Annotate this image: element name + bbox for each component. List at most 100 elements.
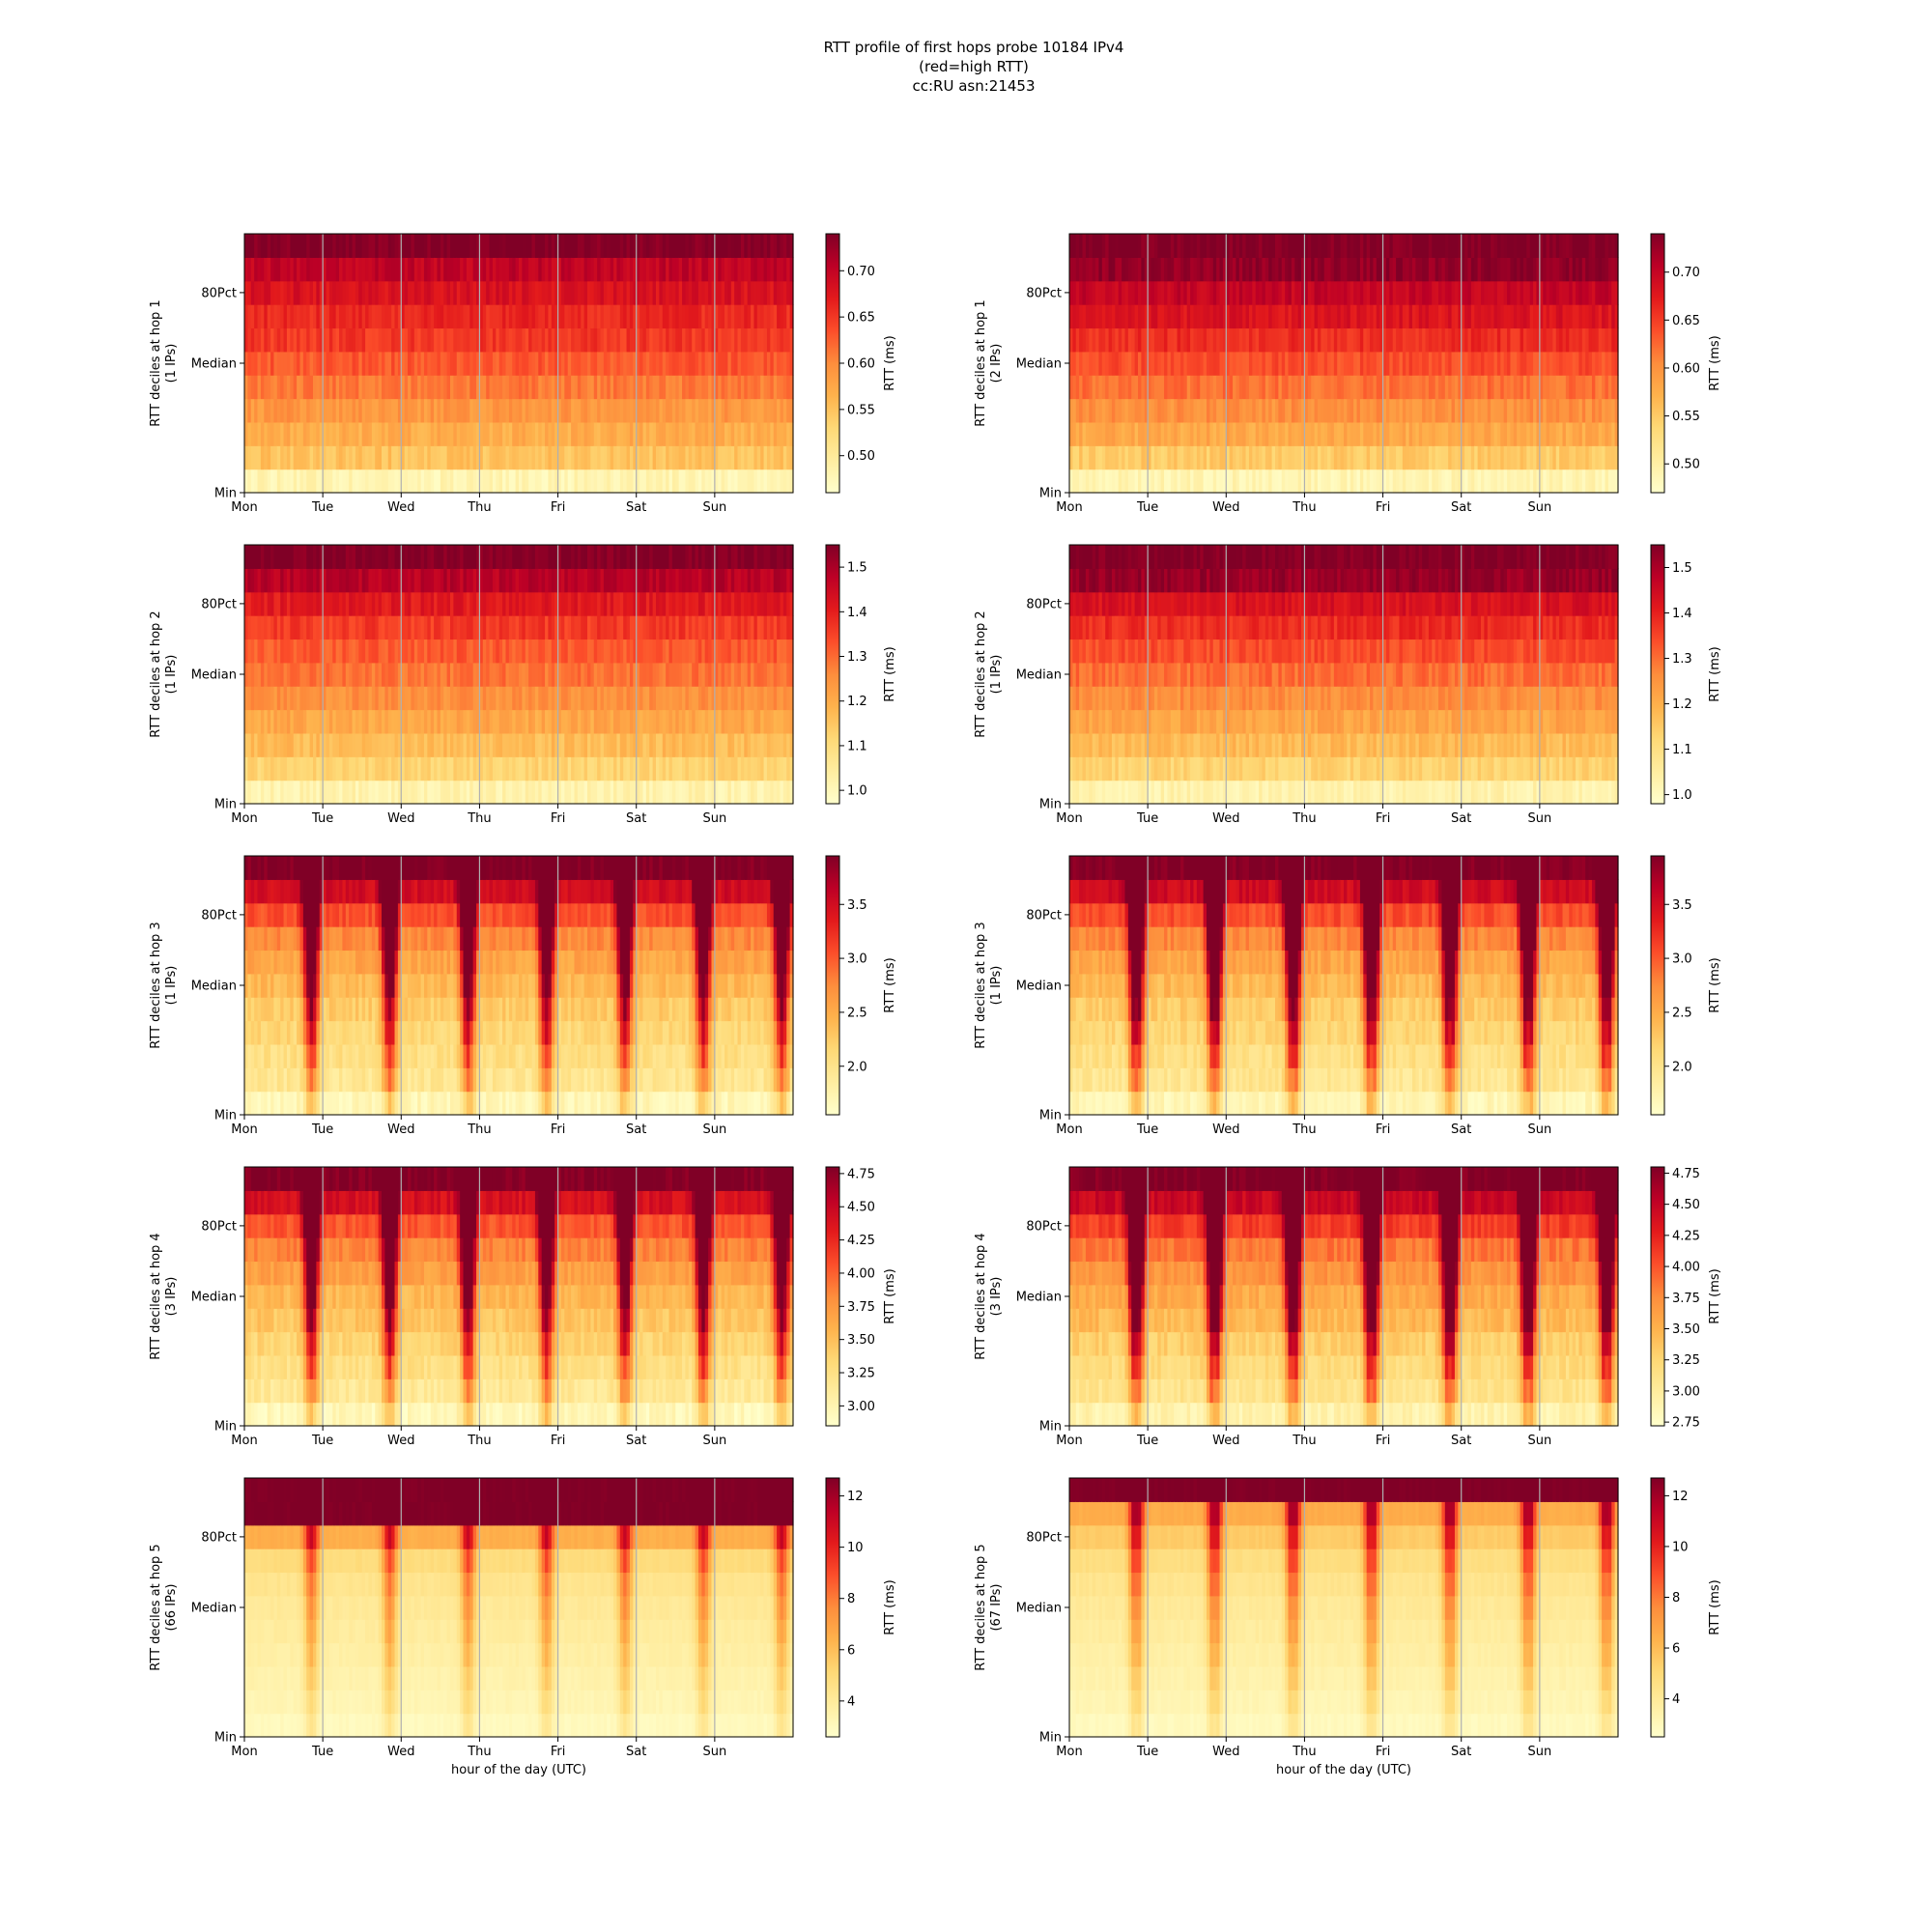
heatmap-cell bbox=[688, 398, 693, 423]
heatmap-cell bbox=[460, 351, 465, 376]
heatmap-cell bbox=[551, 327, 555, 353]
heatmap-cell bbox=[345, 398, 350, 423]
heatmap-cell bbox=[505, 327, 510, 353]
heatmap-cell bbox=[1089, 327, 1094, 353]
heatmap-cell bbox=[649, 327, 654, 353]
heatmap-cell bbox=[1151, 280, 1155, 305]
heatmap-cell bbox=[323, 257, 327, 282]
heatmap-cell bbox=[1122, 445, 1126, 470]
heatmap-cell bbox=[1157, 234, 1162, 258]
heatmap-cell bbox=[349, 421, 354, 446]
heatmap-cell bbox=[1271, 445, 1276, 470]
heatmap-cell bbox=[610, 280, 614, 305]
heatmap-cell bbox=[747, 445, 752, 470]
heatmap-cell bbox=[479, 469, 484, 494]
heatmap-cell bbox=[1392, 234, 1397, 258]
heatmap-cell bbox=[1363, 351, 1368, 376]
heatmap-cell bbox=[306, 469, 311, 494]
heatmap-cell bbox=[492, 280, 497, 305]
heatmap-cell bbox=[378, 257, 383, 282]
heatmap-cell bbox=[411, 445, 415, 470]
heatmap-cell bbox=[721, 445, 725, 470]
heatmap-cell bbox=[1278, 257, 1283, 282]
heatmap-cell bbox=[1122, 234, 1126, 258]
heatmap-cell bbox=[297, 375, 301, 400]
heatmap-cell bbox=[1079, 327, 1084, 353]
heatmap-cell bbox=[1327, 280, 1332, 305]
heatmap-cell bbox=[427, 304, 432, 329]
heatmap-cell bbox=[368, 421, 373, 446]
colorbar-label: RTT (ms) bbox=[1708, 335, 1722, 390]
heatmap-cell bbox=[1275, 375, 1279, 400]
heatmap-cell bbox=[1167, 280, 1172, 305]
heatmap-cell bbox=[1281, 421, 1286, 446]
heatmap-cell bbox=[1363, 234, 1368, 258]
heatmap-cell bbox=[502, 375, 507, 400]
heatmap-cell bbox=[1271, 469, 1276, 494]
heatmap-cell bbox=[1151, 327, 1155, 353]
heatmap-cell bbox=[574, 304, 579, 329]
heatmap-cell bbox=[1278, 327, 1283, 353]
heatmap-cell bbox=[554, 351, 559, 376]
heatmap-cell bbox=[623, 257, 628, 282]
heatmap-cell bbox=[313, 469, 317, 494]
heatmap-cell bbox=[554, 327, 559, 353]
heatmap-cell bbox=[1079, 351, 1084, 376]
colorbar-tick-label: 0.55 bbox=[847, 403, 875, 417]
heatmap-cell bbox=[1219, 257, 1224, 282]
heatmap-cell bbox=[1529, 304, 1534, 329]
heatmap-cell bbox=[1105, 304, 1110, 329]
heatmap-cell bbox=[1392, 375, 1397, 400]
heatmap-cell bbox=[639, 304, 644, 329]
heatmap-cell bbox=[662, 375, 667, 400]
heatmap-cell bbox=[695, 234, 699, 258]
heatmap-cell bbox=[434, 469, 439, 494]
heatmap-cell bbox=[1304, 280, 1309, 305]
heatmap-cell bbox=[668, 304, 673, 329]
heatmap-cell bbox=[633, 304, 638, 329]
heatmap-cell bbox=[737, 280, 742, 305]
heatmap-cell bbox=[328, 280, 333, 305]
heatmap-cell bbox=[1392, 327, 1397, 353]
heatmap-cell bbox=[247, 257, 252, 282]
heatmap-cell bbox=[1262, 351, 1266, 376]
heatmap-cell bbox=[740, 375, 745, 400]
heatmap-cell bbox=[718, 280, 723, 305]
heatmap-cell bbox=[1370, 421, 1375, 446]
heatmap-cell bbox=[472, 351, 477, 376]
y-axis-label: RTT deciles at hop 1 bbox=[974, 299, 988, 426]
heatmap-cell bbox=[603, 421, 608, 446]
heatmap-cell bbox=[290, 304, 295, 329]
heatmap-cell bbox=[782, 445, 787, 470]
heatmap-cell bbox=[368, 445, 373, 470]
heatmap-cell bbox=[404, 469, 409, 494]
heatmap-cell bbox=[1392, 421, 1397, 446]
heatmap-cell bbox=[551, 375, 555, 400]
heatmap-cell bbox=[417, 234, 422, 258]
heatmap-cell bbox=[1108, 351, 1113, 376]
heatmap-cell bbox=[1203, 445, 1208, 470]
heatmap-cell bbox=[1134, 257, 1139, 282]
heatmap-cell bbox=[652, 304, 657, 329]
heatmap-cell bbox=[1301, 257, 1306, 282]
heatmap-cell bbox=[656, 469, 660, 494]
heatmap-cell bbox=[1340, 327, 1345, 353]
heatmap-cell bbox=[744, 398, 749, 423]
heatmap-cell bbox=[1216, 469, 1221, 494]
heatmap-cell bbox=[391, 351, 396, 376]
heatmap-cell bbox=[267, 304, 271, 329]
heatmap-cell bbox=[1275, 445, 1279, 470]
heatmap-cell bbox=[671, 234, 676, 258]
heatmap-cell bbox=[358, 469, 363, 494]
heatmap-cell bbox=[1333, 304, 1338, 329]
heatmap-cell bbox=[1321, 375, 1325, 400]
heatmap-cell bbox=[434, 421, 439, 446]
heatmap-cell bbox=[610, 375, 614, 400]
heatmap-cell bbox=[560, 327, 565, 353]
heatmap-cell bbox=[777, 421, 781, 446]
heatmap-cell bbox=[408, 375, 412, 400]
heatmap-cell bbox=[342, 445, 347, 470]
heatmap-cell bbox=[545, 445, 550, 470]
heatmap-cell bbox=[760, 257, 765, 282]
heatmap-cell bbox=[730, 421, 735, 446]
